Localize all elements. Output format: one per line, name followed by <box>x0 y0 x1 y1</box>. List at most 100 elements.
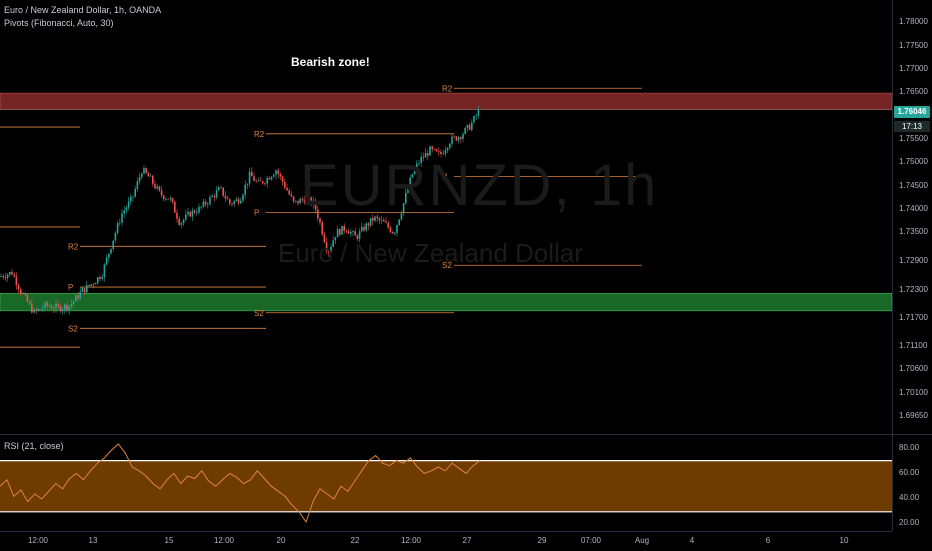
candle-body <box>147 172 150 177</box>
candle-body <box>114 233 117 241</box>
rsi-pane[interactable]: RSI (21, close) <box>0 435 892 531</box>
candle-body <box>86 284 88 293</box>
pane-separator[interactable] <box>0 434 932 435</box>
rsi-tick: 40.00 <box>899 493 920 502</box>
candle-body <box>347 231 350 234</box>
price-axis[interactable]: 1.78000 1.77500 1.77000 1.76500 1.76046 … <box>892 0 932 531</box>
bar-countdown-tag: 17:13 <box>894 121 930 132</box>
candle-body <box>321 222 323 235</box>
candle-body <box>352 231 354 233</box>
candle-body <box>336 229 339 238</box>
rsi-chart-svg[interactable] <box>0 435 892 531</box>
candle-body <box>290 194 293 197</box>
candle-body <box>453 136 455 138</box>
candle-body <box>471 122 473 130</box>
candle-body <box>204 201 207 205</box>
candle-body <box>308 197 310 199</box>
candle-body <box>99 277 101 279</box>
candle-body <box>339 229 341 235</box>
time-tick: 07:00 <box>580 536 602 545</box>
candle-body <box>455 136 458 141</box>
candle-body <box>26 294 29 302</box>
time-tick: 10 <box>839 536 849 545</box>
candle-body <box>332 240 334 247</box>
candle-body <box>116 223 119 234</box>
time-tick: 12:00 <box>27 536 49 545</box>
symbol-legend[interactable]: Euro / New Zealand Dollar, 1h, OANDA <box>4 5 162 15</box>
candle-body <box>75 295 77 302</box>
price-tick: 1.74000 <box>899 204 928 213</box>
time-axis[interactable]: 12:00 13 15 12:00 20 22 12:00 27 29 07:0… <box>0 531 892 551</box>
candle-body <box>435 149 438 152</box>
candle-body <box>46 302 48 306</box>
pivots-legend[interactable]: Pivots (Fibonacci, Auto, 30) <box>4 18 114 28</box>
candle-body <box>154 183 156 189</box>
candle-body <box>20 289 22 294</box>
bearish-zone-annotation[interactable]: Bearish zone! <box>291 55 370 69</box>
candle-body <box>101 277 103 279</box>
candle-body <box>367 223 370 226</box>
candle-body <box>270 176 273 180</box>
candle-body <box>50 306 53 309</box>
candle-body <box>0 276 2 277</box>
candle-body <box>297 200 299 204</box>
candle-body <box>158 186 161 191</box>
rsi-line <box>0 443 481 524</box>
candle-body <box>66 304 68 310</box>
candle-body <box>130 196 132 202</box>
candle-body <box>424 152 427 158</box>
candle-body <box>218 187 220 191</box>
candle-body <box>268 178 271 180</box>
candle-body <box>334 237 337 241</box>
candle-body <box>160 190 163 196</box>
candle-body <box>198 206 200 213</box>
candle-body <box>222 187 224 196</box>
candle-body <box>251 171 253 177</box>
candle-body <box>246 183 249 185</box>
candle-body <box>231 203 233 205</box>
candle-body <box>433 149 436 150</box>
candle-body <box>55 303 57 309</box>
candle-body <box>17 285 20 290</box>
candle-body <box>248 171 251 184</box>
candle-body <box>273 174 275 177</box>
candle-body <box>317 209 319 219</box>
bearish-zone-rect <box>0 92 892 110</box>
candle-body <box>369 218 372 226</box>
name-watermark: Euro / New Zealand Dollar <box>278 238 583 268</box>
candle-body <box>189 211 191 217</box>
rsi-legend[interactable]: RSI (21, close) <box>4 441 64 451</box>
candle-body <box>389 227 392 232</box>
price-chart-pane[interactable]: R2 P S2 R2 P S2 R2 P S2 Euro / New Zealand Dolla… <box>0 0 892 434</box>
candle-body <box>345 230 348 232</box>
price-tick: 1.72300 <box>899 285 928 294</box>
candle-body <box>303 199 306 203</box>
candle-body <box>202 201 205 207</box>
candle-body <box>468 124 471 130</box>
candle-body <box>358 231 361 239</box>
price-tick: 1.77000 <box>899 64 928 73</box>
candle-body <box>125 207 128 211</box>
time-tick: 6 <box>765 536 771 545</box>
candle-body <box>341 225 343 235</box>
candle-body <box>105 257 108 265</box>
price-chart-svg[interactable]: R2 P S2 R2 P S2 R2 P S2 <box>0 0 892 434</box>
candle-body <box>165 198 167 200</box>
candle-body <box>473 116 475 123</box>
candle-body <box>64 304 66 310</box>
candle-body <box>59 305 62 312</box>
ticker-watermark: EURNZD, 1h <box>300 153 659 218</box>
candle-body <box>402 203 405 214</box>
candle-body <box>255 180 257 182</box>
candle-body <box>81 288 84 292</box>
candle-body <box>61 309 64 312</box>
pivot-label: P <box>254 208 259 217</box>
candle-body <box>11 272 13 275</box>
candle-body <box>123 210 125 214</box>
candle-body <box>259 180 262 182</box>
candle-body <box>33 309 35 313</box>
candle-body <box>77 295 79 299</box>
candle-body <box>31 303 33 313</box>
candle-body <box>97 277 99 284</box>
candle-body <box>281 176 284 182</box>
